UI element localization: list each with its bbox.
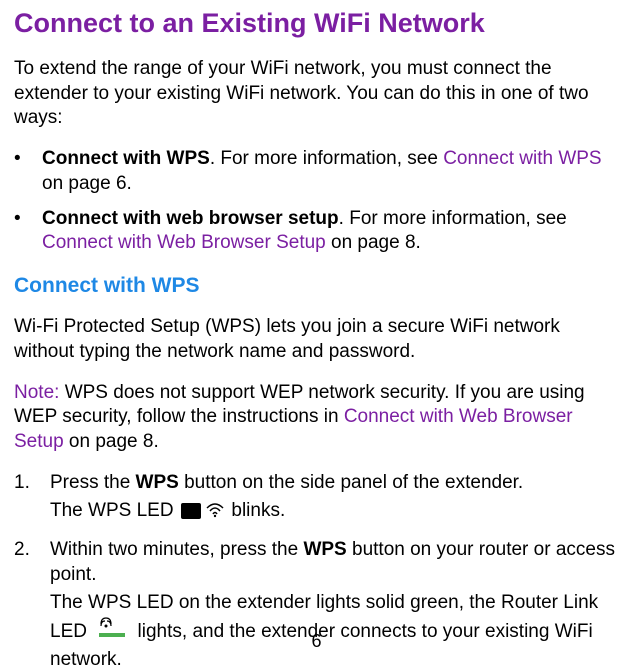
step-item: Press the WPS button on the side panel o…: [14, 471, 619, 526]
intro-paragraph: To extend the range of your WiFi network…: [14, 57, 619, 131]
step-text: button on the side panel of the extender…: [179, 472, 523, 493]
main-heading: Connect to an Existing WiFi Network: [14, 6, 619, 41]
step-body-text: blinks.: [231, 500, 285, 521]
step-body: The WPS LED blinks.: [50, 499, 619, 526]
step-body-text: The WPS LED: [50, 500, 179, 521]
note-label: Note:: [14, 382, 59, 403]
step-text: Press the: [50, 472, 136, 493]
option-title: Connect with web browser setup: [42, 208, 339, 229]
option-tail: on page 8.: [326, 232, 421, 253]
web-browser-setup-link[interactable]: Connect with Web Browser Setup: [42, 232, 326, 253]
sub-heading: Connect with WPS: [14, 272, 619, 299]
step-bold: WPS: [303, 539, 346, 560]
options-list: Connect with WPS. For more information, …: [14, 147, 619, 256]
wps-link[interactable]: Connect with WPS: [443, 148, 601, 169]
option-title: Connect with WPS: [42, 148, 210, 169]
list-item: Connect with web browser setup. For more…: [14, 207, 619, 256]
note-tail: on page 8.: [64, 431, 159, 452]
wps-led-icon: [181, 503, 201, 519]
wps-intro-paragraph: Wi-Fi Protected Setup (WPS) lets you joi…: [14, 315, 619, 364]
note-paragraph: Note: WPS does not support WEP network s…: [14, 381, 619, 455]
option-text: . For more information, see: [339, 208, 567, 229]
wifi-signal-icon: [206, 501, 224, 526]
step-head: Within two minutes, press the WPS button…: [50, 538, 619, 587]
step-bold: WPS: [136, 472, 179, 493]
step-head: Press the WPS button on the side panel o…: [50, 471, 619, 496]
list-item: Connect with WPS. For more information, …: [14, 147, 619, 196]
page-number: 6: [0, 630, 633, 653]
option-tail: on page 6.: [42, 173, 132, 194]
step-text: Within two minutes, press the: [50, 539, 303, 560]
option-text: . For more information, see: [210, 148, 443, 169]
